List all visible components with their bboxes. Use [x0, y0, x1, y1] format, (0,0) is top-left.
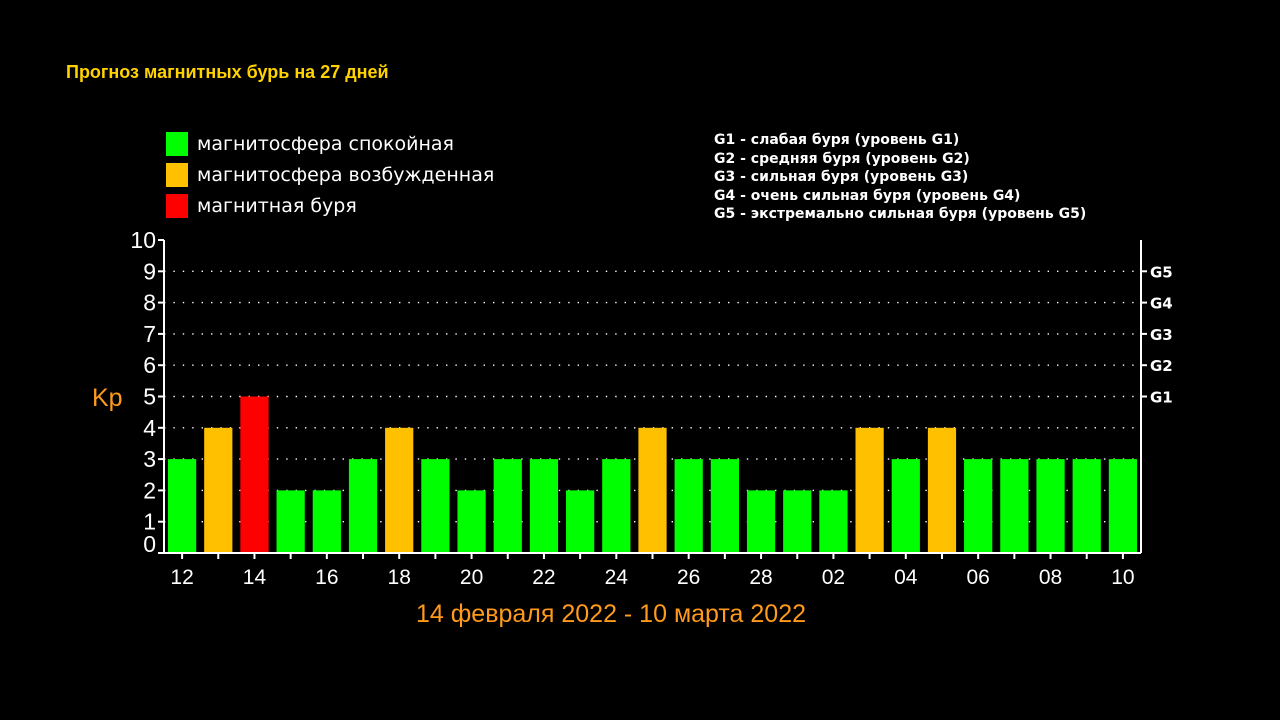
bar [493, 459, 522, 553]
y-tick-label: 6 [143, 352, 156, 378]
bar [746, 490, 776, 553]
g-level-line-g5: G5 - экстремально сильная буря (уровень … [714, 206, 1087, 222]
x-tick-label: 24 [605, 566, 629, 589]
y-tick-label: 4 [143, 415, 156, 441]
x-tick-label: 06 [966, 566, 989, 589]
bar [1036, 459, 1065, 553]
x-axis-title: 14 февраля 2022 - 10 марта 2022 [416, 600, 806, 628]
x-tick-label: 02 [822, 566, 845, 589]
y-tick-label: 1 [143, 509, 156, 535]
y-tick-label: 0 [143, 531, 156, 557]
x-tick-label: 14 [243, 566, 267, 589]
g-level-line-g4: G4 - очень сильная буря (уровень G4) [714, 187, 1021, 204]
bar [964, 459, 993, 553]
bar [204, 427, 233, 553]
bar [819, 490, 848, 553]
y-tick-label: 3 [143, 446, 156, 472]
y-tick-label: 8 [143, 290, 156, 316]
bar [1072, 459, 1101, 553]
g-level-descriptions: G1 - слабая буря (уровень G1) G2 - средн… [714, 131, 1086, 224]
y-tick-label: 5 [143, 384, 156, 410]
bar [1108, 459, 1138, 553]
g-level-line-g2: G2 - средняя буря (уровень G2) [714, 150, 970, 167]
bar [855, 427, 884, 553]
bar [602, 459, 631, 553]
legend-item-storm: магнитная буря [166, 193, 357, 219]
legend-swatch-calm [166, 132, 188, 156]
legend-swatch-storm [166, 194, 188, 218]
y-axis-title: Kp [92, 384, 123, 412]
legend-swatch-excited [166, 163, 188, 187]
legend-label-excited: магнитосфера возбужденная [197, 164, 495, 186]
legend-label-storm: магнитная буря [197, 195, 357, 217]
x-tick-label: 28 [749, 566, 772, 589]
bar [927, 427, 957, 553]
g-level-line-g3: G3 - сильная буря (уровень G3) [714, 169, 969, 185]
bar [385, 427, 414, 553]
bar [783, 490, 812, 553]
bar [891, 459, 920, 553]
bar [457, 490, 486, 553]
g-tick-label: G4 [1150, 295, 1173, 313]
bar [529, 459, 559, 553]
bar [312, 490, 341, 553]
g-tick-label: G5 [1150, 263, 1173, 281]
x-tick-label: 04 [894, 566, 918, 589]
legend-label-calm: магнитосфера спокойная [197, 133, 454, 155]
bar [566, 490, 595, 553]
y-tick-label: 10 [130, 227, 156, 253]
bar [348, 459, 378, 553]
g-tick-label: G2 [1150, 357, 1173, 375]
g-tick-label: G1 [1150, 389, 1173, 407]
y-tick-label: 9 [143, 258, 156, 284]
legend-item-calm: магнитосфера спокойная [166, 131, 454, 157]
bar [421, 459, 450, 553]
legend-item-excited: магнитосфера возбужденная [166, 162, 494, 188]
x-tick-label: 10 [1111, 566, 1134, 589]
bar [638, 427, 667, 553]
g-tick-label: G3 [1150, 326, 1173, 344]
y-tick-label: 2 [143, 477, 156, 503]
bar [240, 396, 269, 553]
y-tick-label: 7 [143, 321, 156, 347]
x-tick-label: 08 [1039, 566, 1062, 589]
x-tick-label: 18 [388, 566, 411, 589]
x-tick-label: 12 [170, 566, 193, 589]
bar [674, 459, 703, 553]
x-tick-label: 20 [460, 566, 483, 589]
bar [167, 459, 197, 553]
x-tick-label: 22 [532, 566, 555, 589]
chart-title: Прогноз магнитных бурь на 27 дней [66, 62, 389, 82]
bar [276, 490, 305, 553]
g-level-line-g1: G1 - слабая буря (уровень G1) [714, 132, 960, 148]
bar [1000, 459, 1029, 553]
bar [710, 459, 739, 553]
x-tick-label: 26 [677, 566, 700, 589]
x-tick-label: 16 [315, 566, 338, 589]
